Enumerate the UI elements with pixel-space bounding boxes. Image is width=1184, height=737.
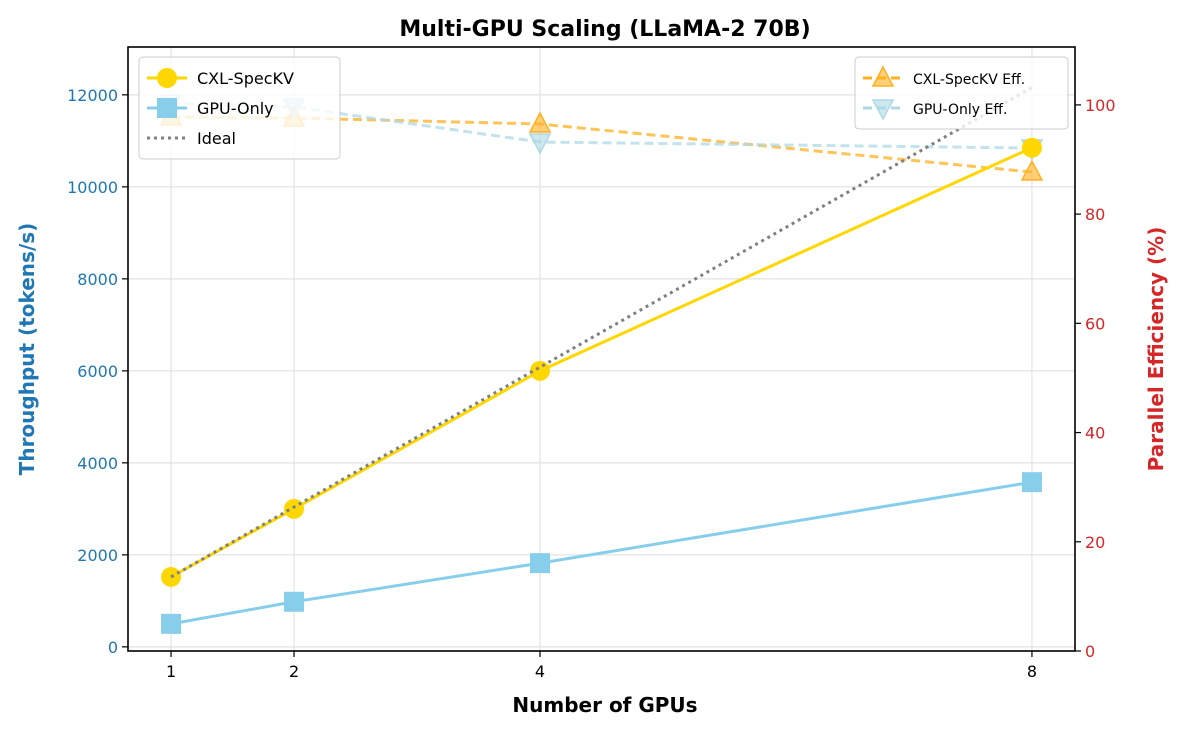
chart-title: Multi-GPU Scaling (LLaMA-2 70B) [399,17,810,42]
data-point [284,498,305,519]
y-tick-label: 4000 [77,454,118,473]
y2-tick-label: 60 [1085,314,1105,333]
data-point [530,360,551,381]
x-tick-label: 8 [1027,662,1037,681]
plot-frame [127,46,1076,652]
data-point [528,111,552,133]
data-point [530,553,551,574]
y2-tick-label: 40 [1085,424,1105,443]
y2-tick-label: 100 [1085,96,1116,115]
legends: CXL-SpecKV GPU-Only Ideal CXL-SpecKV Eff. GP… [138,56,1069,160]
legend-marker [871,65,895,87]
data-point [161,613,182,634]
data-point [1021,137,1042,158]
y-tick-label: 12000 [67,86,118,105]
x-axis-label: Number of GPUs [512,693,697,717]
axes: 1 2 4 8020004000600080001000012000020406080… [67,86,1115,681]
legend-marker [157,98,177,118]
y2-axis-label: Parallel Efficiency (%) [1144,227,1168,472]
legend-box [854,56,1069,130]
data-point [528,133,552,155]
data-point [284,591,305,612]
x-tick-label: 2 [289,662,299,681]
series-line-gpu-only [170,480,1033,626]
data-point [1020,159,1044,181]
legend-label: GPU-Only [197,99,274,118]
legend-marker [871,99,895,121]
y-axis-label: Throughput (tokens/s) [15,223,39,476]
legend-label: CXL-SpecKV Eff. [913,72,1025,88]
y2-tick-label: 0 [1085,642,1095,661]
series-layer [159,86,1044,634]
y-tick-label: 6000 [77,362,118,381]
y-tick-label: 10000 [67,178,118,197]
y-tick-label: 2000 [77,546,118,565]
legend-marker [157,68,177,88]
y-tick-label: 8000 [77,270,118,289]
legend-label: GPU-Only Eff. [913,102,1007,118]
y2-tick-label: 80 [1085,205,1105,224]
legend-label: Ideal [197,129,236,148]
data-point [1021,472,1042,493]
series-line-ideal [170,86,1033,579]
x-tick-label: 4 [535,662,545,681]
legend-box [138,56,341,160]
x-tick-label: 1 [166,662,176,681]
legend-label: CXL-SpecKV [197,69,294,88]
y-tick-label: 0 [108,638,118,657]
y2-tick-label: 20 [1085,533,1105,552]
